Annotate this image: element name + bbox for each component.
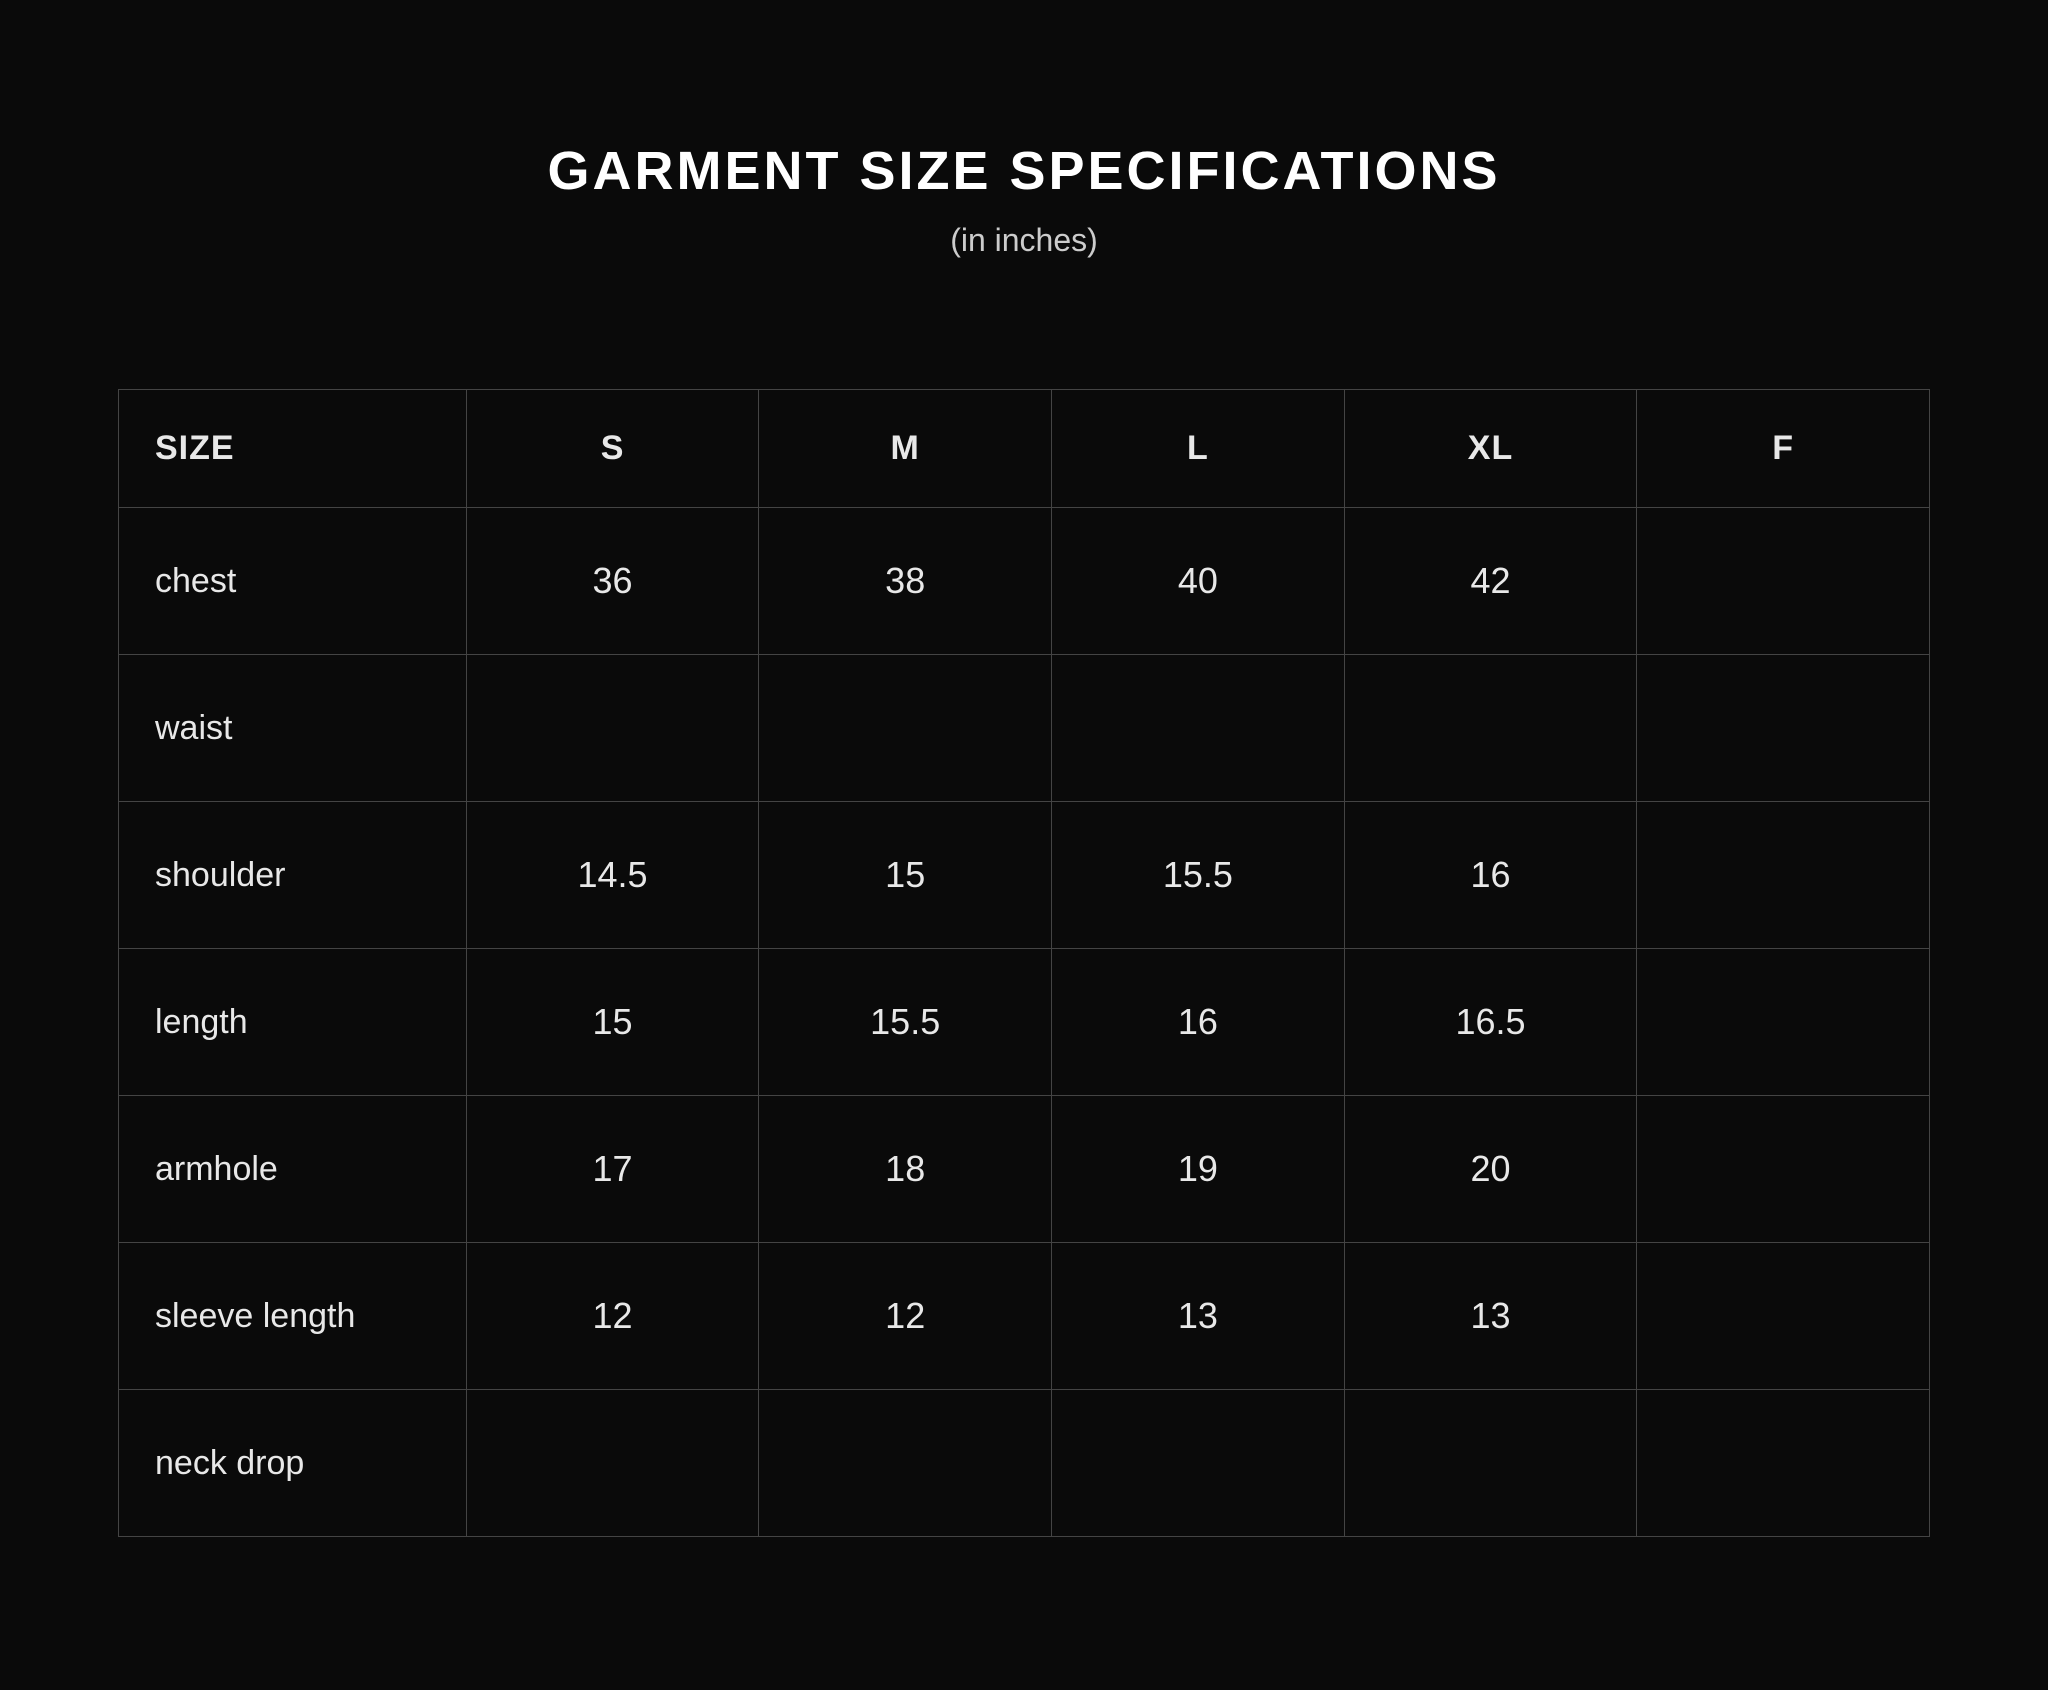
cell-value: 12 (466, 1243, 759, 1390)
table-header-col: XL (1344, 390, 1637, 508)
cell-value: 15.5 (1052, 802, 1345, 949)
cell-value: 13 (1344, 1243, 1637, 1390)
table-header-size: SIZE (119, 390, 467, 508)
cell-value: 16.5 (1344, 949, 1637, 1096)
cell-value: 14.5 (466, 802, 759, 949)
table-row: waist (119, 655, 1930, 802)
cell-value: 13 (1052, 1243, 1345, 1390)
cell-value: 15.5 (759, 949, 1052, 1096)
cell-value: 15 (759, 802, 1052, 949)
cell-value: 40 (1052, 508, 1345, 655)
cell-value (466, 655, 759, 802)
cell-value (1637, 655, 1930, 802)
table-row: sleeve length 12 12 13 13 (119, 1243, 1930, 1390)
table-row: neck drop (119, 1390, 1930, 1537)
cell-value: 17 (466, 1096, 759, 1243)
cell-value (1637, 1243, 1930, 1390)
page-title: GARMENT SIZE SPECIFICATIONS (547, 140, 1500, 202)
table-header-row: SIZE S M L XL F (119, 390, 1930, 508)
cell-value: 20 (1344, 1096, 1637, 1243)
row-label: waist (119, 655, 467, 802)
cell-value (1637, 1096, 1930, 1243)
row-label: sleeve length (119, 1243, 467, 1390)
cell-value: 16 (1344, 802, 1637, 949)
cell-value (1637, 508, 1930, 655)
table-header-col: S (466, 390, 759, 508)
cell-value: 12 (759, 1243, 1052, 1390)
cell-value (759, 1390, 1052, 1537)
row-label: shoulder (119, 802, 467, 949)
cell-value (1637, 802, 1930, 949)
cell-value (466, 1390, 759, 1537)
table-row: shoulder 14.5 15 15.5 16 (119, 802, 1930, 949)
cell-value: 36 (466, 508, 759, 655)
row-label: neck drop (119, 1390, 467, 1537)
cell-value: 42 (1344, 508, 1637, 655)
row-label: armhole (119, 1096, 467, 1243)
cell-value (759, 655, 1052, 802)
row-label: length (119, 949, 467, 1096)
cell-value: 38 (759, 508, 1052, 655)
page-subtitle: (in inches) (950, 222, 1098, 259)
table-row: armhole 17 18 19 20 (119, 1096, 1930, 1243)
cell-value: 16 (1052, 949, 1345, 1096)
cell-value (1344, 1390, 1637, 1537)
table-header-col: L (1052, 390, 1345, 508)
cell-value (1637, 1390, 1930, 1537)
table-header-col: F (1637, 390, 1930, 508)
cell-value: 19 (1052, 1096, 1345, 1243)
table-row: chest 36 38 40 42 (119, 508, 1930, 655)
cell-value (1637, 949, 1930, 1096)
cell-value (1052, 655, 1345, 802)
cell-value (1344, 655, 1637, 802)
table-header-col: M (759, 390, 1052, 508)
row-label: chest (119, 508, 467, 655)
cell-value: 18 (759, 1096, 1052, 1243)
table-row: length 15 15.5 16 16.5 (119, 949, 1930, 1096)
size-specifications-table: SIZE S M L XL F chest 36 38 40 42 waist … (118, 389, 1930, 1537)
cell-value: 15 (466, 949, 759, 1096)
cell-value (1052, 1390, 1345, 1537)
